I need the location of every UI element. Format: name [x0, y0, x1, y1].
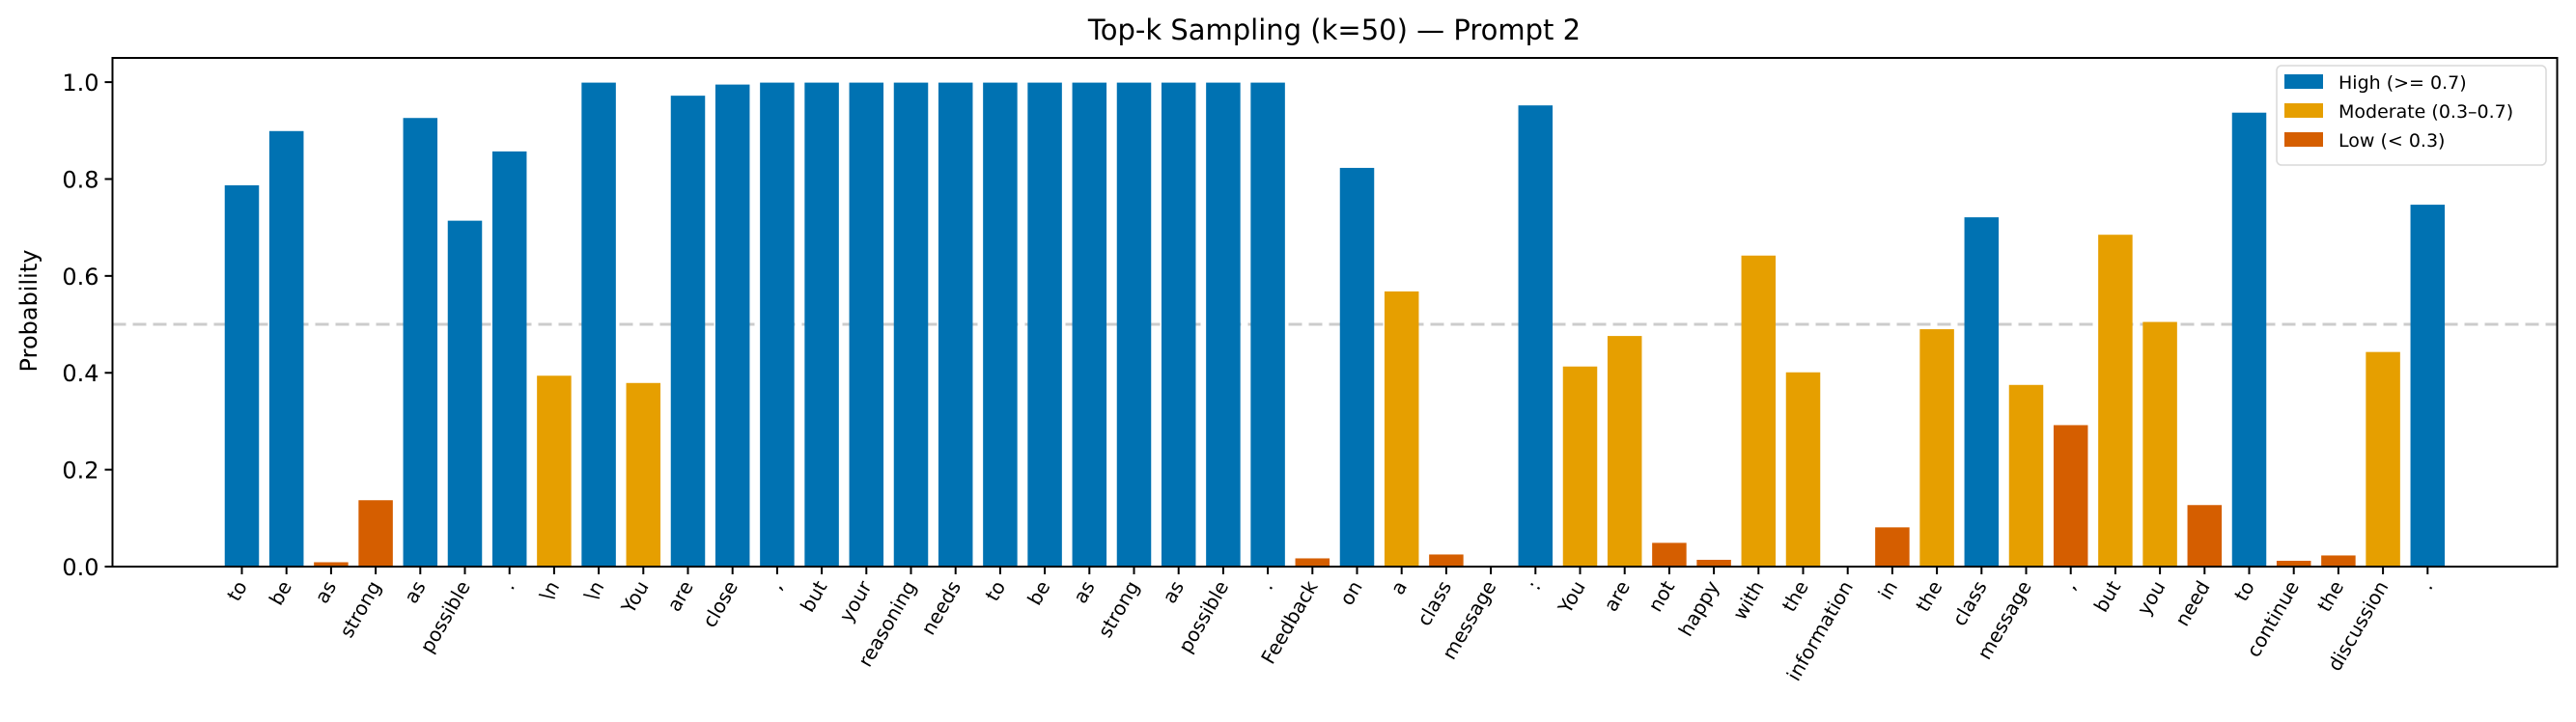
bar [670, 96, 706, 568]
bar [2008, 384, 2044, 567]
bar [938, 82, 973, 568]
bar [358, 500, 393, 567]
bar [1027, 82, 1062, 568]
bar [1785, 372, 1821, 567]
bar [1206, 82, 1241, 568]
bar [2098, 235, 2133, 567]
bar [1562, 366, 1598, 567]
bars-layer [224, 82, 2446, 568]
bar [2142, 321, 2177, 567]
bar [804, 82, 839, 568]
bar [2410, 205, 2446, 567]
bar [1964, 217, 2000, 568]
bar [1696, 559, 1731, 567]
bar [849, 82, 884, 568]
bar [491, 151, 527, 567]
axes-frame [111, 57, 2559, 568]
legend-swatch [2284, 103, 2323, 118]
bar [1607, 336, 1642, 567]
y-tick-label: 0.8 [62, 166, 98, 193]
bar [983, 82, 1018, 568]
chart-title: Top-k Sampling (k=50) — Prompt 2 [1087, 14, 1581, 46]
bar [1072, 82, 1107, 568]
bar [403, 118, 438, 567]
bar [1384, 291, 1419, 567]
legend-label: High (>= 0.7) [2338, 72, 2467, 94]
bar [2321, 555, 2356, 567]
bar [1919, 329, 1954, 567]
y-axis-label: Probability [15, 250, 42, 373]
y-axis-ticks: 0.0 0.2 0.4 0.6 0.8 1.0 [62, 69, 113, 581]
legend-label: Low (< 0.3) [2338, 130, 2445, 152]
bar [2231, 112, 2267, 567]
y-tick-label: 0.2 [62, 458, 98, 485]
bar [1518, 105, 1554, 567]
bar [2366, 351, 2400, 567]
bar [1741, 255, 1777, 567]
legend-label: Moderate (0.3–0.7) [2338, 101, 2513, 123]
bar [224, 185, 260, 567]
bar [447, 220, 483, 567]
bar [1652, 542, 1687, 567]
bar [537, 375, 572, 567]
legend: High (>= 0.7) Moderate (0.3–0.7) Low (< 0.… [2276, 65, 2547, 166]
bar [760, 82, 795, 568]
bar [2053, 425, 2088, 567]
y-tick-label: 0.6 [62, 264, 98, 291]
bar [268, 130, 304, 568]
bar [1339, 167, 1375, 568]
bar [2187, 505, 2223, 567]
bar [1875, 527, 1910, 567]
bar [714, 84, 750, 567]
y-tick-label: 0.4 [62, 360, 98, 387]
y-tick-label: 0.0 [62, 554, 98, 581]
y-tick-label: 1.0 [62, 69, 98, 97]
bar [1250, 82, 1285, 568]
bar [1116, 82, 1152, 568]
bar [1429, 554, 1464, 567]
bar [1295, 558, 1330, 567]
legend-box [2276, 65, 2547, 166]
bar [2276, 560, 2311, 567]
bar [893, 82, 929, 568]
legend-swatch [2284, 132, 2323, 147]
bar [314, 562, 349, 567]
bar [581, 82, 616, 568]
bar [1161, 82, 1196, 568]
legend-swatch [2284, 74, 2323, 89]
bar [626, 382, 661, 567]
